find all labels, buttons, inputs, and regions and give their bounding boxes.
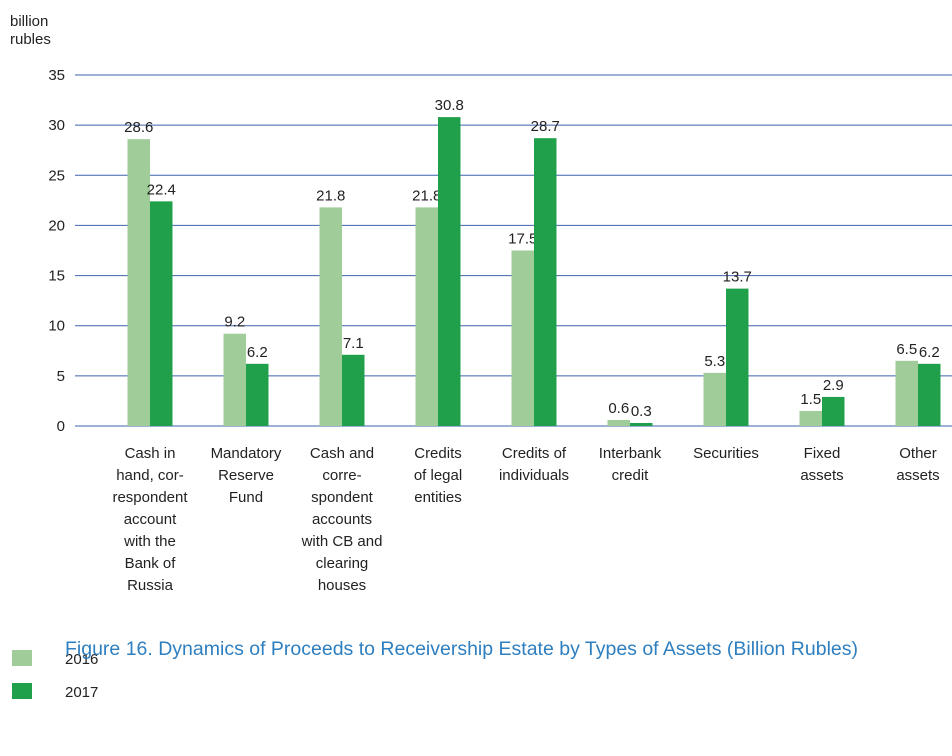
bar	[150, 201, 173, 426]
data-label: 21.8	[316, 187, 345, 204]
x-tick-label: Credits of individuals	[499, 445, 569, 484]
bar	[415, 207, 438, 426]
data-label: 28.7	[531, 118, 560, 135]
legend-label: 2016	[65, 651, 98, 668]
legend-label: 2017	[65, 684, 98, 701]
data-label: 0.3	[631, 403, 652, 420]
x-tick-label: Other assets	[896, 445, 939, 484]
bar	[127, 139, 150, 426]
bar	[799, 410, 822, 426]
y-tick-label: 15	[48, 268, 65, 285]
chart-title: Figure 16. Dynamics of Proceeds to Recei…	[65, 638, 858, 660]
y-tick-label: 30	[48, 117, 65, 134]
legend-swatch	[12, 683, 32, 699]
data-label: 5.3	[704, 353, 725, 370]
x-tick-label: Interbank credit	[599, 445, 662, 484]
bar	[630, 422, 653, 426]
caption-area: Figure 16. Dynamics of Proceeds to Recei…	[0, 638, 952, 688]
x-tick-label: Fixed assets	[800, 445, 843, 484]
bar	[342, 354, 365, 426]
data-label: 22.4	[147, 181, 176, 198]
bar	[726, 288, 749, 426]
data-label: 13.7	[723, 269, 752, 286]
y-tick-label: 25	[48, 167, 65, 184]
x-tick-label: Securities	[693, 445, 759, 462]
data-label: 9.2	[224, 314, 245, 331]
bar	[895, 360, 918, 426]
data-label: 6.5	[896, 341, 917, 358]
y-tick-label: 0	[57, 418, 65, 435]
y-axis-label: billion rubles	[10, 13, 51, 48]
legend-swatch	[12, 650, 32, 666]
bar	[223, 333, 246, 426]
data-label: 30.8	[435, 97, 464, 114]
data-label: 21.8	[412, 187, 441, 204]
data-label: 0.6	[608, 400, 629, 417]
bar	[511, 250, 534, 426]
data-label: 2.9	[823, 377, 844, 394]
bar	[246, 363, 269, 426]
y-tick-label: 20	[48, 217, 65, 234]
x-tick-label: Mandatory Reserve Fund	[211, 445, 282, 506]
bar	[822, 396, 845, 426]
bar	[703, 372, 726, 426]
data-label: 6.2	[919, 344, 940, 361]
x-tick-label: Cash in hand, cor-respondent account with t…	[112, 445, 188, 594]
bar	[438, 117, 461, 427]
data-label: 6.2	[247, 344, 268, 361]
y-tick-label: 10	[48, 318, 65, 335]
data-label: 28.6	[124, 119, 153, 136]
data-label: 7.1	[343, 335, 364, 352]
bar	[918, 363, 941, 426]
x-tick-label: Cash and corre-spondent accounts with CB an…	[301, 445, 383, 594]
bar	[534, 138, 557, 426]
bar	[607, 419, 630, 426]
data-label: 17.5	[508, 231, 537, 248]
data-label: 1.5	[800, 391, 821, 408]
x-tick-label: Credits of legal entities	[414, 445, 462, 506]
y-tick-label: 35	[48, 67, 65, 84]
bar	[319, 207, 342, 426]
y-tick-label: 5	[57, 368, 65, 385]
